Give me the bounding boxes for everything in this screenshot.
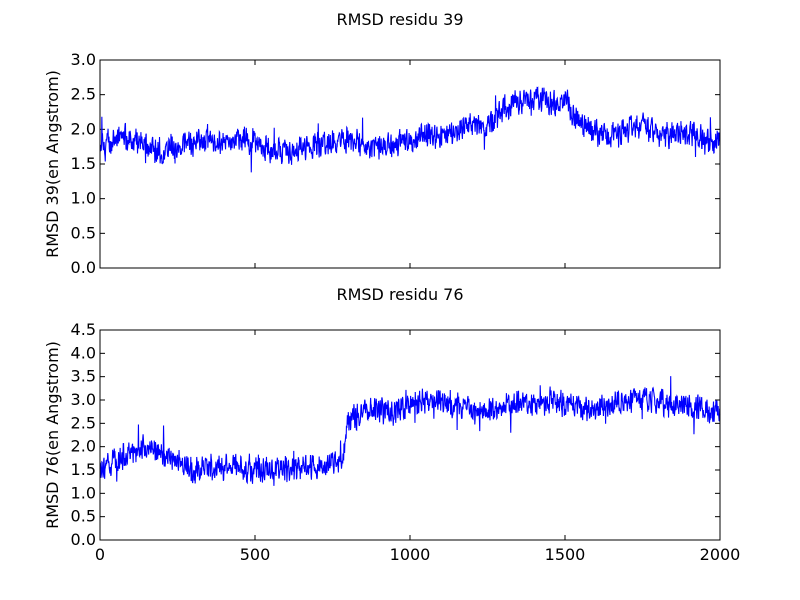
rmsd-39-ytick-label: 2.0 [71,119,96,138]
rmsd-76-ytick-label: 2.5 [71,413,96,432]
rmsd-76-ytick-label: 4.0 [71,343,96,362]
rmsd-76-ytick-label: 4.5 [71,320,96,339]
rmsd-39-title: RMSD residu 39 [336,10,463,29]
rmsd-39-y-ticks: 0.0 0.5 1.0 1.5 2.0 2.5 3.0 [71,50,720,277]
rmsd-39-ytick-label: 1.0 [71,189,96,208]
rmsd-76-plot-frame [99,329,721,541]
rmsd-76-ytick-label: 3.0 [71,390,96,409]
rmsd-76-ylabel: RMSD 76(en Angstrom) [43,341,62,529]
rmsd-76-ytick-label: 3.5 [71,367,96,386]
rmsd-76-ytick-label: 2.0 [71,437,96,456]
rmsd-76-title: RMSD residu 76 [336,285,463,304]
rmsd-76-xtick-label: 1500 [545,545,586,564]
rmsd-76-y-ticks: 0.0 0.5 1.0 1.5 2.0 2.5 3.0 3.5 4.0 4.5 [71,320,720,549]
rmsd-76-xtick-label: 0 [95,545,105,564]
rmsd-76-xtick-label: 2000 [700,545,741,564]
rmsd-76-panel: RMSD residu 76 RMSD 76(en Angstrom) 0.00… [43,285,740,564]
rmsd-39-panel: RMSD residu 39 RMSD 39(en Angstrom) 0.00… [43,10,721,277]
rmsd-76-xtick-label: 1000 [390,545,431,564]
rmsd-76-ytick-label: 1.0 [71,483,96,502]
rmsd-39-ytick-label: 0.0 [71,258,96,277]
rmsd-39-ytick-label: 2.5 [71,85,96,104]
rmsd-76-ytick-label: 1.5 [71,460,96,479]
rmsd-76-x-ticks: 0 500 1000 1500 2000 [95,330,740,564]
rmsd-39-ylabel: RMSD 39(en Angstrom) [43,70,62,258]
rmsd-39-ytick-label: 3.0 [71,50,96,69]
rmsd-39-line [99,86,721,173]
rmsd-39-plot-frame [99,59,721,269]
rmsd-76-ytick-label: 0.5 [71,507,96,526]
rmsd-76-line [99,376,721,486]
rmsd-39-ytick-label: 1.5 [71,154,96,173]
rmsd-39-ytick-label: 0.5 [71,223,96,242]
rmsd-76-xtick-label: 500 [240,545,271,564]
rmsd-76-ytick-label: 0.0 [71,530,96,549]
